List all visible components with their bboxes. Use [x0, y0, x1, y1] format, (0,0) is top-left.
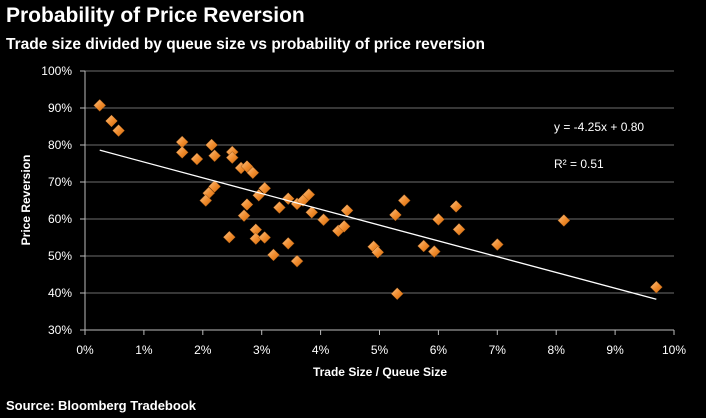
- x-tick-label: 9%: [606, 343, 624, 357]
- x-tick-label: 3%: [253, 343, 271, 357]
- data-point: [267, 248, 280, 262]
- data-point: [93, 99, 107, 112]
- source-note: Source: Bloomberg Tradebook: [6, 398, 196, 413]
- x-tick-label: 10%: [662, 343, 686, 357]
- x-tick-label: 7%: [489, 343, 507, 357]
- data-point: [371, 245, 385, 259]
- x-tick-label: 0%: [76, 343, 94, 357]
- data-point: [225, 151, 239, 164]
- data-point: [290, 254, 304, 268]
- y-tick-label: 40%: [48, 286, 72, 300]
- data-point: [208, 149, 221, 163]
- data-point: [281, 237, 295, 250]
- data-point: [199, 194, 213, 207]
- data-point: [240, 198, 254, 211]
- data-point: [208, 180, 221, 193]
- data-point: [317, 213, 330, 227]
- data-point: [305, 205, 319, 219]
- data-point: [112, 124, 125, 137]
- y-tick-labels: 30% 40% 50% 60% 70% 80% 90% 100%: [41, 64, 72, 337]
- y-tick-label: 50%: [48, 249, 72, 263]
- x-tick-label: 6%: [430, 343, 448, 357]
- r-squared-annotation: R² = 0.51: [554, 157, 604, 171]
- chart-subtitle: Trade size divided by queue size vs prob…: [6, 36, 485, 53]
- data-point: [273, 201, 286, 214]
- data-point: [302, 188, 316, 201]
- data-point: [490, 238, 504, 251]
- x-tick-label: 2%: [194, 343, 212, 357]
- data-point: [417, 239, 431, 253]
- data-point: [237, 209, 251, 223]
- equation-annotation: y = -4.25x + 0.80: [554, 120, 644, 134]
- axes: [80, 70, 675, 335]
- x-axis-label: Trade Size / Queue Size: [313, 365, 447, 379]
- x-tick-label: 5%: [371, 343, 389, 357]
- data-point: [389, 208, 402, 222]
- data-point: [337, 220, 351, 233]
- x-tick-labels: 0% 1% 2% 3% 4% 5% 6% 7% 8% 9% 10%: [76, 343, 686, 357]
- y-axis-label: Price Reversion: [19, 155, 33, 246]
- data-point: [449, 200, 463, 213]
- data-point: [452, 223, 466, 236]
- y-tick-label: 100%: [41, 64, 72, 78]
- data-point: [190, 152, 204, 166]
- y-tick-label: 80%: [48, 138, 72, 152]
- data-point: [175, 146, 189, 159]
- y-tick-label: 90%: [48, 101, 72, 115]
- data-point: [105, 114, 118, 128]
- chart-title: Probability of Price Reversion: [6, 4, 305, 27]
- data-point: [222, 230, 236, 244]
- data-point: [427, 245, 441, 258]
- x-tick-label: 8%: [548, 343, 566, 357]
- data-point: [432, 213, 445, 226]
- data-point: [246, 166, 260, 180]
- data-point: [557, 214, 571, 227]
- data-point: [649, 280, 663, 294]
- y-tick-label: 30%: [48, 323, 72, 337]
- data-point: [258, 231, 271, 244]
- data-point: [390, 287, 404, 301]
- trendline: [99, 149, 657, 300]
- grid-lines: [85, 70, 674, 294]
- x-tick-label: 4%: [312, 343, 330, 357]
- data-points: [93, 99, 663, 301]
- data-point: [397, 194, 411, 207]
- y-tick-label: 70%: [48, 175, 72, 189]
- x-tick-label: 1%: [135, 343, 153, 357]
- y-tick-label: 60%: [48, 212, 72, 226]
- data-point: [205, 138, 218, 152]
